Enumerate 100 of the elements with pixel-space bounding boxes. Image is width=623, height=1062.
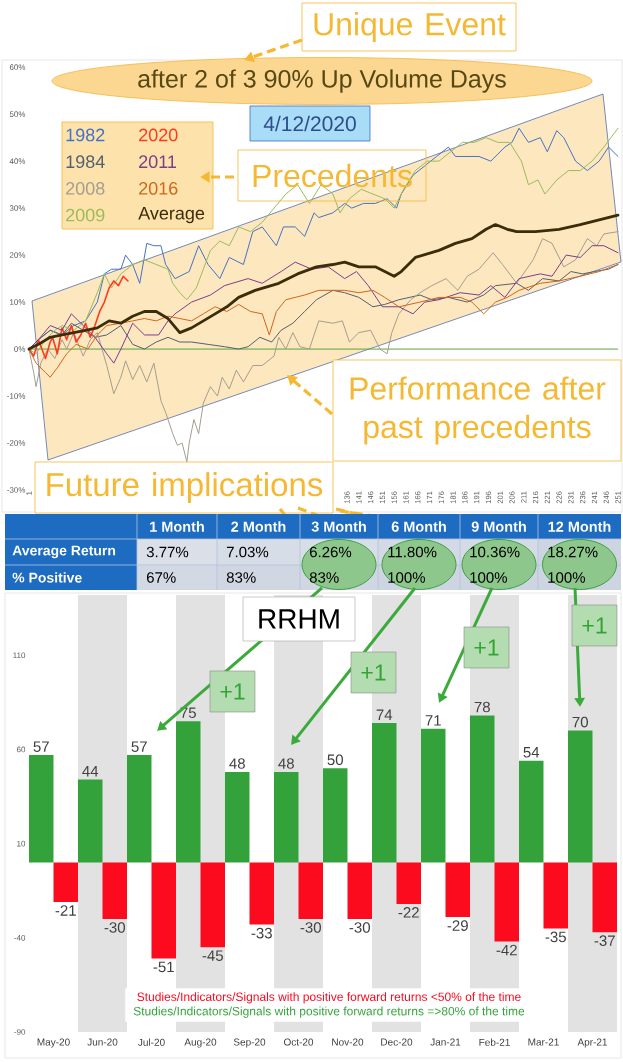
data-label: -30 xyxy=(349,922,370,933)
x-tick-label: 3 Month xyxy=(311,521,366,532)
y-tick-label: 20% xyxy=(9,252,26,258)
data-label: 70 xyxy=(572,716,588,728)
annotation: Future implications xyxy=(47,472,323,503)
data-label: 74 xyxy=(376,709,393,720)
text: 4/12/2020 xyxy=(263,115,356,132)
chart-title: after 2 of 3 90% Up Volume Days xyxy=(138,69,506,93)
y-tick-label: 10% xyxy=(10,299,26,305)
text: Studies/Indicators/Signals with positive forward returns <50% of the time xyxy=(137,992,521,1004)
data-label: -37 xyxy=(594,935,615,946)
y-tick-label: 0% xyxy=(14,346,26,352)
data-label: 7.03% xyxy=(226,546,269,558)
x-tick-label: Mar-21 xyxy=(528,1038,559,1046)
y-tick-label: 110 xyxy=(13,652,26,659)
data-label: 11.80% xyxy=(388,546,437,558)
bar xyxy=(421,728,446,863)
line-series xyxy=(28,275,129,360)
x-tick-label: Dec-20 xyxy=(381,1038,413,1046)
data-label: 100% xyxy=(388,572,426,583)
x-tick-label: Sep-20 xyxy=(233,1038,266,1048)
text: 2009 xyxy=(66,208,105,222)
bar xyxy=(102,862,127,919)
x-tick-label: May-20 xyxy=(37,1038,70,1048)
data-label: 57 xyxy=(33,741,49,752)
y-tick-label: -20% xyxy=(7,440,26,446)
annotation: Performance after past precedents xyxy=(350,376,606,445)
text: 2008 xyxy=(66,182,105,195)
x-tick-label: Aug-20 xyxy=(184,1038,217,1048)
x-tick-label: Nov-20 xyxy=(332,1038,364,1046)
line-series xyxy=(28,264,619,378)
bar xyxy=(445,862,470,918)
y-tick-label: 60 xyxy=(16,746,26,753)
bar xyxy=(518,760,544,863)
text: Average xyxy=(138,207,205,224)
y-tick-label: 50% xyxy=(9,111,26,118)
data-label: 71 xyxy=(425,715,441,726)
y-tick-label: -40 xyxy=(14,934,26,941)
text: 2016 xyxy=(139,182,178,195)
bar xyxy=(29,755,54,863)
y-tick-label: % Positive xyxy=(12,572,82,583)
y-tick-label: -90 xyxy=(14,1029,26,1035)
annotation: +1 xyxy=(474,639,499,656)
chart-title: RRHM xyxy=(259,609,339,629)
data-label: -21 xyxy=(55,905,76,916)
y-tick-label: Average Return xyxy=(12,545,116,559)
x-tick-label: 9 Month xyxy=(471,521,526,532)
text: Studies/Indicators/Signals with positive forward returns =>80% of the time xyxy=(133,1006,525,1018)
bar xyxy=(274,772,299,863)
y-tick-label: 10 xyxy=(17,840,26,847)
data-label: -30 xyxy=(104,922,125,933)
bar xyxy=(323,768,348,863)
bar xyxy=(592,862,617,933)
data-label: 48 xyxy=(278,758,294,769)
data-label: 83% xyxy=(309,572,339,583)
x-tick-label: Feb-21 xyxy=(479,1038,510,1046)
y-tick-label: -30% xyxy=(7,487,26,493)
bar xyxy=(225,772,250,863)
x-tick-label: Jun-20 xyxy=(87,1038,118,1046)
data-label: -30 xyxy=(300,922,321,933)
data-label: 48 xyxy=(229,758,245,769)
data-label: 18.27% xyxy=(548,546,598,558)
bar xyxy=(396,862,421,904)
bar xyxy=(127,755,152,863)
data-label: 100% xyxy=(470,572,508,583)
data-label: -45 xyxy=(202,950,223,961)
bar xyxy=(372,723,397,863)
data-label: 67% xyxy=(146,572,176,583)
x-tick-label: 12 Month xyxy=(548,521,611,532)
data-label: 10.36% xyxy=(470,546,520,558)
bar xyxy=(470,715,495,863)
annotation: +1 xyxy=(361,664,386,681)
x-tick-label: Jan-21 xyxy=(430,1038,461,1046)
text: Unique Event xyxy=(314,12,506,42)
data-label: 100% xyxy=(548,572,586,583)
bar xyxy=(494,862,519,942)
data-label: 57 xyxy=(131,741,147,752)
y-tick-label: 60% xyxy=(9,64,26,71)
data-label: -33 xyxy=(251,927,272,939)
x-tick-label: Oct-20 xyxy=(283,1038,314,1046)
bar xyxy=(249,862,274,925)
bar xyxy=(151,862,176,959)
bar xyxy=(543,862,568,929)
annotation: +1 xyxy=(582,617,607,634)
data-label: -42 xyxy=(496,944,517,956)
y-tick-label: 40% xyxy=(9,158,26,164)
x-tick-label: Jul-20 xyxy=(138,1038,165,1046)
annotation: +1 xyxy=(220,683,245,700)
bar xyxy=(53,862,78,903)
bar xyxy=(298,862,323,919)
x-tick-label: Apr-21 xyxy=(577,1038,608,1048)
bar xyxy=(347,862,372,919)
x-tick-label: 2 Month xyxy=(231,521,286,532)
data-label: 54 xyxy=(523,747,540,758)
bar xyxy=(567,730,593,863)
data-label: 3.77% xyxy=(146,546,189,558)
data-label: -29 xyxy=(447,920,468,931)
bar xyxy=(78,779,103,863)
x-tick-label: 6 Month xyxy=(391,521,446,532)
line-series xyxy=(28,231,619,463)
